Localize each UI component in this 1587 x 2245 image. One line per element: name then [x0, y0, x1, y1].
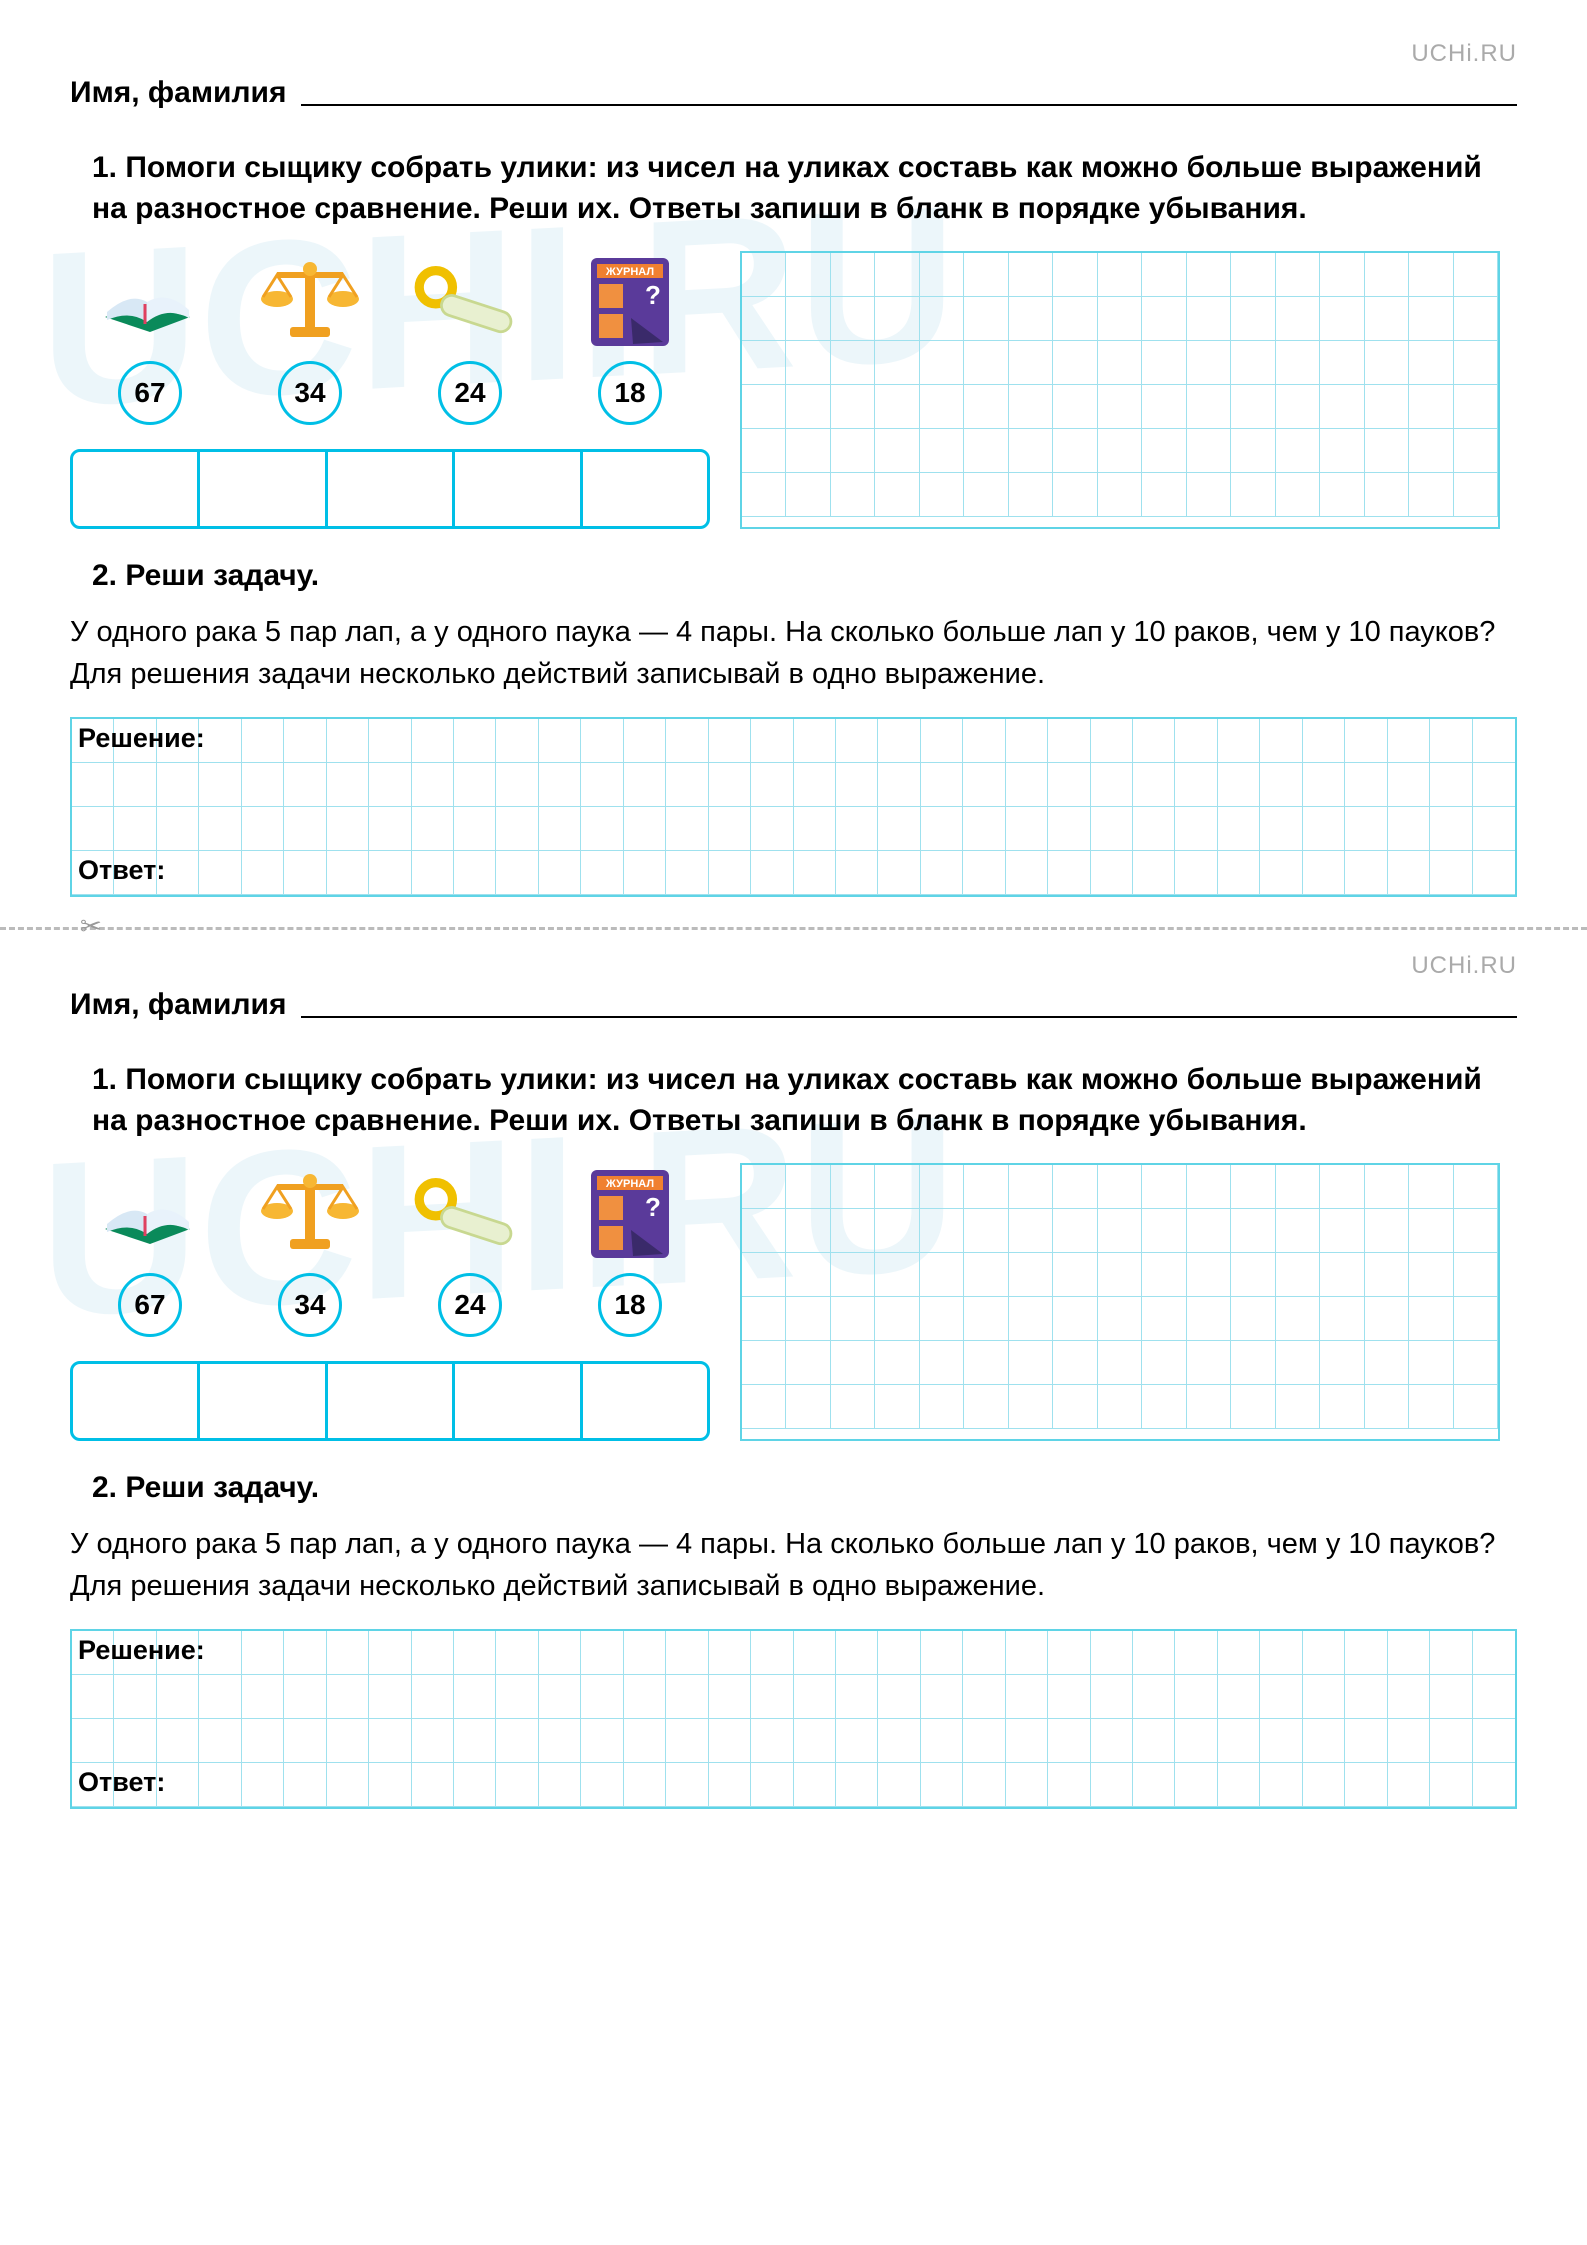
answer-boxes[interactable] — [70, 1361, 710, 1441]
clue-number: 18 — [598, 1273, 662, 1337]
task1-title: 1. Помоги сыщику собрать улики: из чисел… — [92, 1060, 1517, 1141]
brand-logo: UCHi.RU — [70, 40, 1517, 68]
clue-number: 24 — [438, 1273, 502, 1337]
name-field-row: Имя, фамилия — [70, 988, 1517, 1022]
solution-label: Решение: — [78, 1635, 205, 1666]
svg-text:ЖУРНАЛ: ЖУРНАЛ — [605, 1178, 654, 1190]
svg-text:ЖУРНАЛ: ЖУРНАЛ — [605, 266, 654, 278]
scales-icon — [250, 257, 370, 347]
solution-grid[interactable]: Решение: Ответ: — [70, 717, 1517, 897]
clue-number: 34 — [278, 1273, 342, 1337]
name-label: Имя, фамилия — [70, 988, 287, 1022]
name-input-line[interactable] — [301, 1016, 1517, 1018]
work-grid[interactable] — [740, 251, 1500, 529]
task1-body: ЖУРНАЛ ? 67 34 24 18 — [70, 251, 1517, 529]
clue-number: 67 — [118, 1273, 182, 1337]
answer-label: Ответ: — [78, 1767, 165, 1798]
book-icon — [90, 257, 210, 347]
svg-text:?: ? — [645, 280, 661, 310]
work-grid[interactable] — [740, 1163, 1500, 1441]
key-icon — [410, 1169, 530, 1259]
solution-label: Решение: — [78, 723, 205, 754]
task1-body: ЖУРНАЛ ? 67 34 24 18 — [70, 1163, 1517, 1441]
task2-text: У одного рака 5 пар лап, а у одного паук… — [70, 1523, 1517, 1607]
name-field-row: Имя, фамилия — [70, 76, 1517, 110]
scissors-icon: ✂ — [80, 911, 102, 942]
svg-text:?: ? — [645, 1192, 661, 1222]
scales-icon — [250, 1169, 370, 1259]
cut-line — [0, 927, 1587, 930]
book-icon — [90, 1169, 210, 1259]
answer-label: Ответ: — [78, 855, 165, 886]
answer-boxes[interactable] — [70, 449, 710, 529]
brand-logo: UCHi.RU — [70, 952, 1517, 980]
clue-number: 34 — [278, 361, 342, 425]
name-label: Имя, фамилия — [70, 76, 287, 110]
task2-title: 2. Реши задачу. — [92, 1471, 1517, 1505]
clue-number: 67 — [118, 361, 182, 425]
task2-title: 2. Реши задачу. — [92, 559, 1517, 593]
task1-title: 1. Помоги сыщику собрать улики: из чисел… — [92, 148, 1517, 229]
magazine-icon: ЖУРНАЛ ? — [570, 257, 690, 347]
task2-text: У одного рака 5 пар лап, а у одного паук… — [70, 611, 1517, 695]
key-icon — [410, 257, 530, 347]
solution-grid[interactable]: Решение: Ответ: — [70, 1629, 1517, 1809]
clue-number: 24 — [438, 361, 502, 425]
clue-number: 18 — [598, 361, 662, 425]
name-input-line[interactable] — [301, 104, 1517, 106]
magazine-icon: ЖУРНАЛ ? — [570, 1169, 690, 1259]
